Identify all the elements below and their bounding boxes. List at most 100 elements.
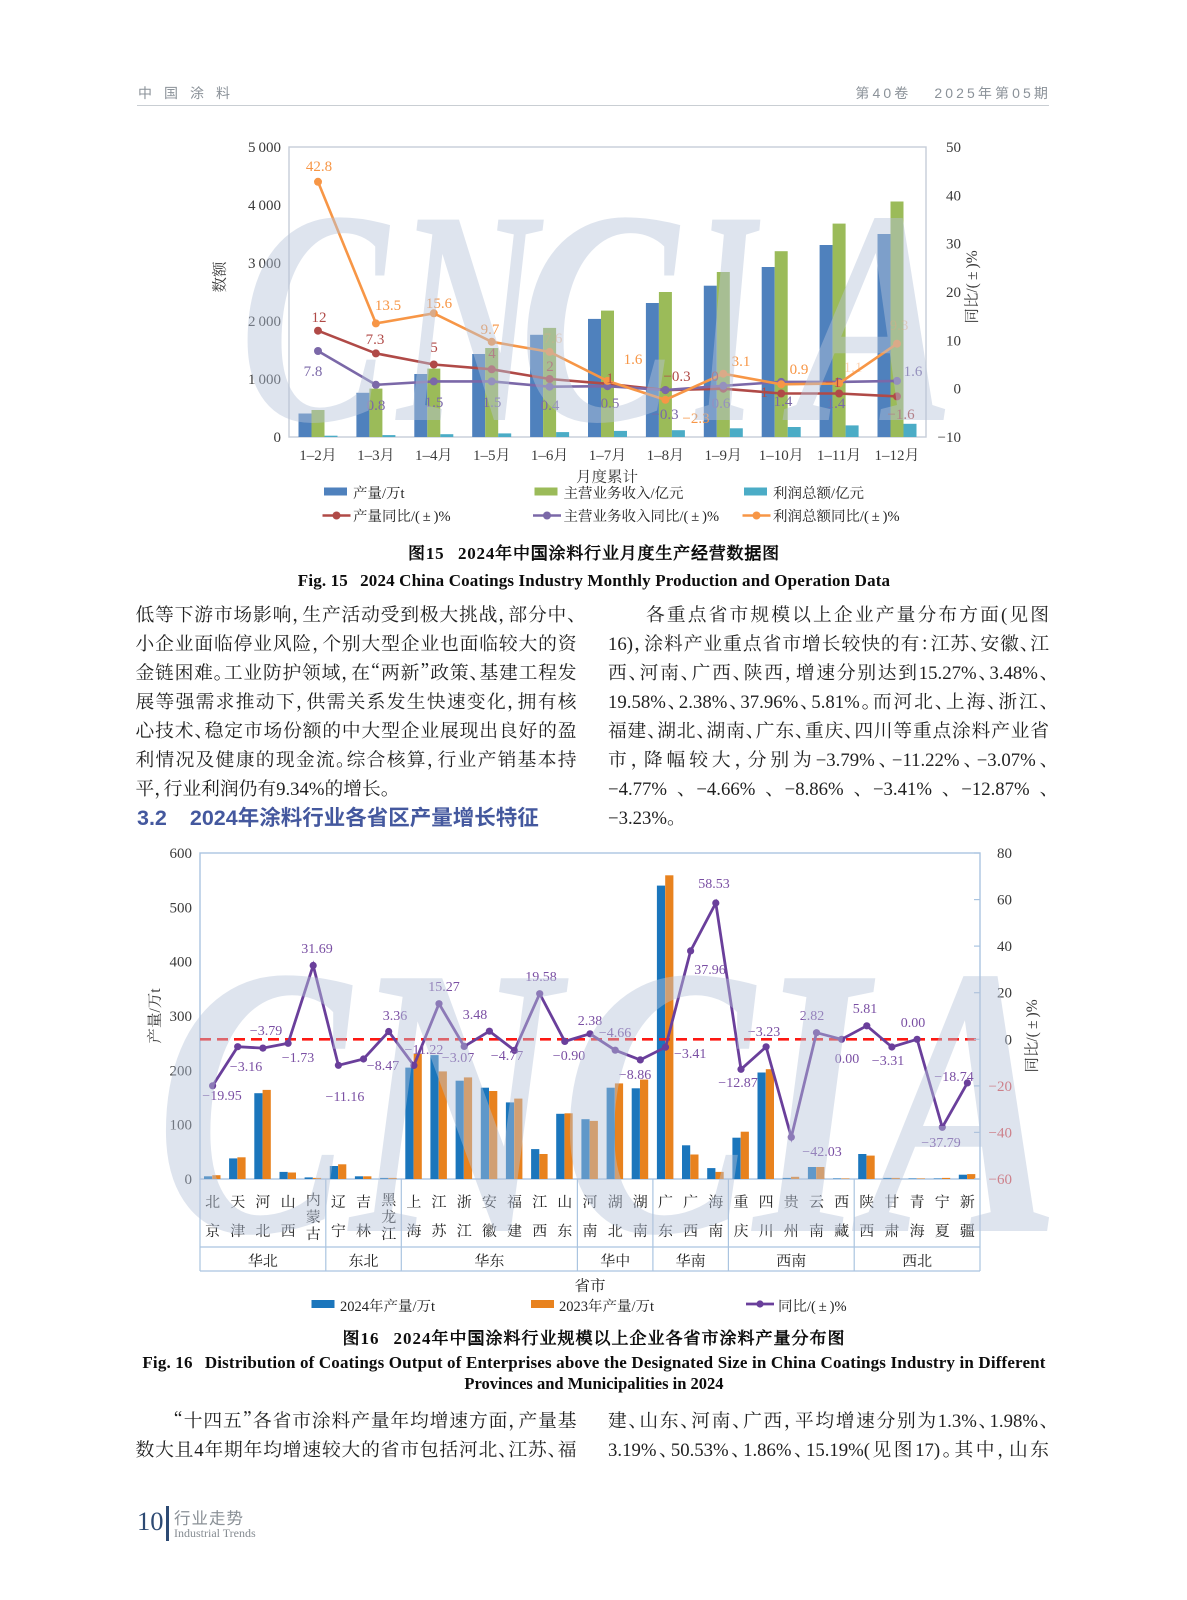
svg-text:−1: −1	[752, 385, 768, 401]
svg-text:江: 江	[532, 1194, 547, 1211]
svg-text:产量同比/( ± )%: 产量同比/( ± )%	[353, 508, 451, 525]
svg-text:CNCIA: CNCIA	[156, 888, 1061, 1315]
svg-text:−3.31: −3.31	[872, 1054, 904, 1069]
svg-text:江: 江	[431, 1194, 446, 1211]
svg-text:同比/( ± )%: 同比/( ± )%	[778, 1299, 847, 1315]
svg-text:15.6: 15.6	[426, 296, 453, 312]
svg-text:上: 上	[406, 1194, 421, 1211]
svg-text:400: 400	[170, 955, 193, 971]
svg-text:云: 云	[809, 1194, 824, 1211]
svg-text:海: 海	[708, 1194, 723, 1211]
svg-text:山: 山	[281, 1194, 296, 1211]
svg-text:龙: 龙	[381, 1209, 396, 1226]
svg-text:37.96: 37.96	[694, 963, 726, 978]
svg-text:A: A	[780, 148, 955, 487]
svg-text:青: 青	[910, 1194, 925, 1211]
svg-text:0.00: 0.00	[901, 1016, 926, 1031]
svg-text:−8.47: −8.47	[367, 1059, 399, 1074]
svg-text:川: 川	[759, 1224, 774, 1240]
svg-text:南: 南	[708, 1223, 723, 1240]
svg-text:辽: 辽	[331, 1194, 346, 1211]
svg-text:500: 500	[170, 900, 193, 916]
svg-text:−0.90: −0.90	[553, 1049, 585, 1064]
svg-text:藏: 藏	[834, 1223, 849, 1240]
svg-text:省市: 省市	[574, 1278, 605, 1295]
svg-text:100: 100	[170, 1118, 193, 1134]
svg-text:肃: 肃	[884, 1223, 899, 1240]
svg-text:80: 80	[997, 846, 1012, 862]
svg-text:1.5: 1.5	[483, 395, 502, 411]
svg-text:湖: 湖	[608, 1194, 623, 1211]
svg-text:江: 江	[381, 1226, 396, 1243]
svg-text:−40: −40	[989, 1125, 1012, 1141]
svg-text:州: 州	[784, 1223, 799, 1240]
svg-text:−42.03: −42.03	[802, 1145, 841, 1160]
svg-text:1–8月: 1–8月	[647, 447, 685, 464]
svg-text:浙: 浙	[457, 1194, 472, 1211]
svg-text:1–9月: 1–9月	[705, 447, 743, 464]
svg-text:1.4: 1.4	[774, 394, 793, 410]
svg-text:京: 京	[205, 1223, 220, 1240]
svg-text:北: 北	[608, 1223, 623, 1240]
svg-text:海: 海	[910, 1223, 925, 1240]
svg-text:−10: −10	[938, 430, 961, 446]
svg-text:海: 海	[406, 1223, 421, 1240]
svg-text:−37.79: −37.79	[921, 1136, 960, 1151]
svg-text:湖: 湖	[633, 1194, 648, 1211]
svg-text:天: 天	[230, 1194, 245, 1211]
svg-text:2: 2	[546, 359, 554, 375]
svg-text:−3.23: −3.23	[748, 1025, 780, 1040]
svg-text:宁: 宁	[935, 1194, 950, 1211]
svg-text:2024年产量/万t: 2024年产量/万t	[340, 1298, 435, 1315]
svg-text:1–4月: 1–4月	[415, 447, 453, 464]
svg-text:I: I	[694, 148, 761, 487]
svg-text:1.6: 1.6	[904, 364, 923, 380]
svg-text:0: 0	[954, 382, 962, 398]
svg-text:0.4: 0.4	[541, 398, 560, 414]
svg-text:东北: 东北	[348, 1253, 378, 1270]
svg-text:31.69: 31.69	[301, 942, 333, 957]
svg-text:0: 0	[1005, 1032, 1013, 1048]
svg-text:0.8: 0.8	[367, 398, 386, 414]
svg-text:2.38: 2.38	[578, 1014, 603, 1029]
svg-text:30: 30	[946, 237, 961, 253]
svg-text:4: 4	[488, 346, 496, 362]
svg-text:5: 5	[430, 340, 438, 356]
svg-text:东: 东	[557, 1223, 572, 1240]
svg-text:利润总额/亿元: 利润总额/亿元	[773, 485, 865, 502]
svg-text:山: 山	[557, 1194, 572, 1211]
svg-text:1–6月: 1–6月	[531, 447, 569, 464]
svg-text:华中: 华中	[600, 1253, 630, 1270]
svg-text:−0.3: −0.3	[663, 369, 690, 385]
svg-text:−18.74: −18.74	[934, 1070, 973, 1085]
svg-text:42.8: 42.8	[306, 159, 332, 175]
svg-text:−3.79: −3.79	[250, 1024, 282, 1039]
svg-text:−8.86: −8.86	[619, 1068, 651, 1083]
svg-text:−0.3: −0.3	[651, 407, 678, 423]
svg-text:1–11月: 1–11月	[817, 447, 861, 464]
svg-text:15.27: 15.27	[428, 980, 460, 995]
svg-text:C: C	[240, 148, 393, 487]
svg-text:1–2月: 1–2月	[299, 447, 337, 464]
svg-text:−3.41: −3.41	[674, 1047, 706, 1062]
svg-text:林: 林	[356, 1223, 371, 1240]
svg-text:古: 古	[306, 1226, 321, 1243]
svg-text:华北: 华北	[248, 1253, 278, 1270]
svg-text:疆: 疆	[960, 1223, 975, 1240]
svg-text:−19.95: −19.95	[202, 1089, 241, 1104]
svg-text:西: 西	[532, 1223, 547, 1240]
svg-text:1.1: 1.1	[844, 360, 863, 376]
svg-text:−11.22: −11.22	[405, 1043, 444, 1058]
svg-text:3.36: 3.36	[383, 1009, 408, 1024]
svg-text:4 000: 4 000	[248, 198, 281, 214]
svg-text:200: 200	[170, 1063, 193, 1079]
svg-text:吉: 吉	[356, 1194, 371, 1211]
svg-text:7.8: 7.8	[304, 364, 323, 380]
svg-text:5.81: 5.81	[853, 1002, 878, 1017]
svg-text:C: C	[519, 148, 683, 487]
svg-text:1 000: 1 000	[248, 372, 281, 388]
svg-text:20: 20	[997, 986, 1012, 1002]
svg-text:−2.3: −2.3	[682, 411, 709, 427]
svg-text:−60: −60	[989, 1172, 1012, 1188]
svg-text:贵: 贵	[784, 1194, 800, 1211]
